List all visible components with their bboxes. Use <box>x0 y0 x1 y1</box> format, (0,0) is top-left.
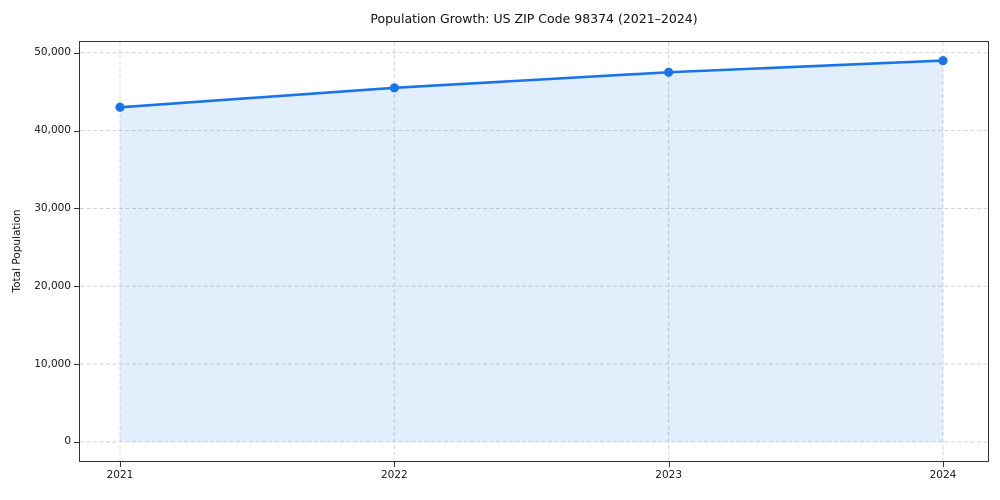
x-tick-label: 2021 <box>106 469 134 481</box>
chart-title: Population Growth: US ZIP Code 98374 (20… <box>370 11 698 26</box>
y-tick-mark <box>74 286 79 287</box>
y-tick-label: 40,000 <box>34 124 71 137</box>
y-tick-mark <box>74 442 79 443</box>
y-tick-mark <box>74 131 79 132</box>
data-point-marker <box>938 55 948 66</box>
line-area-plot <box>80 42 988 461</box>
x-tick-label: 2023 <box>655 469 683 481</box>
y-tick-label: 0 <box>64 435 71 448</box>
area-fill <box>120 60 943 442</box>
y-tick-label: 50,000 <box>34 46 71 59</box>
x-tick-mark <box>943 462 944 467</box>
data-point-marker <box>115 102 125 112</box>
plot-area <box>79 41 989 462</box>
y-tick-mark <box>74 53 79 54</box>
y-tick-label: 30,000 <box>34 201 71 214</box>
x-tick-mark <box>394 462 395 467</box>
x-tick-mark <box>120 462 121 467</box>
y-tick-mark <box>74 208 79 209</box>
data-point-marker <box>389 83 399 93</box>
x-tick-label: 2022 <box>380 469 408 481</box>
y-tick-label: 20,000 <box>34 279 71 292</box>
data-point-marker <box>664 67 674 77</box>
y-axis-label: Total Population <box>11 209 23 293</box>
x-tick-mark <box>669 462 670 467</box>
series-line <box>118 59 945 109</box>
x-tick-label: 2024 <box>929 469 957 481</box>
y-tick-mark <box>74 364 79 365</box>
y-tick-label: 10,000 <box>34 357 71 370</box>
